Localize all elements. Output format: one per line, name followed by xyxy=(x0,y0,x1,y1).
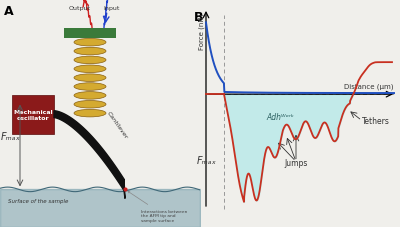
Text: Cantilever: Cantilever xyxy=(106,110,129,139)
Bar xyxy=(12,95,54,134)
Text: B: B xyxy=(194,11,204,24)
Text: Distance (μm): Distance (μm) xyxy=(344,83,393,89)
Ellipse shape xyxy=(74,101,106,109)
Ellipse shape xyxy=(74,92,106,100)
Ellipse shape xyxy=(74,39,106,47)
Text: Input: Input xyxy=(104,6,120,11)
Ellipse shape xyxy=(74,74,106,82)
Text: Jumps: Jumps xyxy=(284,158,308,167)
Text: Fₘₐₓ: Fₘₐₓ xyxy=(197,156,217,166)
Text: Force (nN): Force (nN) xyxy=(199,13,205,50)
Ellipse shape xyxy=(74,66,106,73)
Text: Tethers: Tethers xyxy=(362,116,390,125)
Polygon shape xyxy=(54,111,124,191)
Text: Surface of the sample: Surface of the sample xyxy=(8,198,68,203)
Ellipse shape xyxy=(74,110,106,117)
Text: Fₘₐₓ: Fₘₐₓ xyxy=(1,131,21,141)
Text: Adhᵂᵒʳᵏ: Adhᵂᵒʳᵏ xyxy=(266,112,294,121)
Text: Output: Output xyxy=(69,6,91,11)
Polygon shape xyxy=(124,179,125,199)
Ellipse shape xyxy=(74,83,106,91)
Text: Mechanical
oscillator: Mechanical oscillator xyxy=(13,109,53,120)
Text: Interactions between
the AFM tip and
sample surface: Interactions between the AFM tip and sam… xyxy=(128,192,187,222)
Text: A: A xyxy=(4,5,14,17)
Ellipse shape xyxy=(74,57,106,64)
Bar xyxy=(64,29,116,39)
Ellipse shape xyxy=(74,48,106,56)
